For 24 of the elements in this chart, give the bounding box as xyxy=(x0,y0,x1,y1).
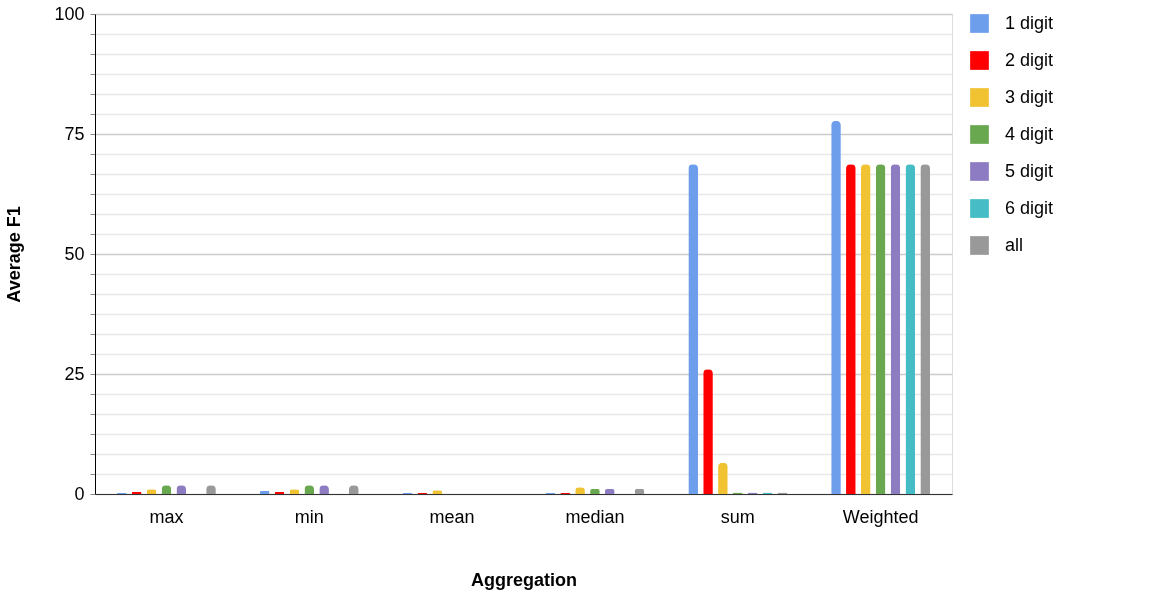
x-tick-label: median xyxy=(565,506,625,527)
y-axis-title: Average F1 xyxy=(4,206,25,303)
bar xyxy=(905,164,916,494)
legend-label: 5 digit xyxy=(1005,160,1054,181)
legend-label: 4 digit xyxy=(1005,123,1054,144)
bar xyxy=(860,164,871,494)
x-tick-label: sum xyxy=(720,506,755,527)
x-axis-title: Aggregation xyxy=(471,569,577,590)
legend-label: 6 digit xyxy=(1005,197,1054,218)
y-tick-label: 25 xyxy=(64,363,85,384)
y-tick-label: 75 xyxy=(64,123,85,144)
legend-label: 1 digit xyxy=(1005,12,1054,33)
y-tick-label: 50 xyxy=(64,243,85,264)
legend-label: all xyxy=(1005,234,1024,255)
y-tick-label: 100 xyxy=(54,3,85,24)
x-tick-label: min xyxy=(294,506,324,527)
bar xyxy=(890,164,901,494)
x-tick-label: max xyxy=(149,506,184,527)
y-tick-label: 0 xyxy=(74,483,85,504)
legend-label: 3 digit xyxy=(1005,86,1054,107)
bar xyxy=(875,164,886,494)
x-tick-label: mean xyxy=(429,506,475,527)
x-tick-label: Weighted xyxy=(842,506,919,527)
legend-label: 2 digit xyxy=(1005,49,1054,70)
